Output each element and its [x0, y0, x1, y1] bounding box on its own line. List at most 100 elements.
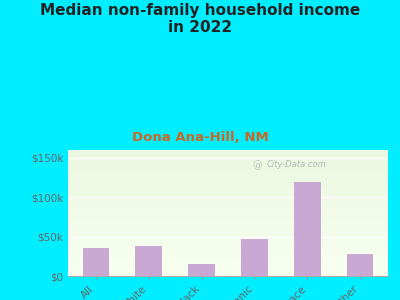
Bar: [68, 213, 388, 214]
Bar: [68, 248, 388, 250]
Bar: [68, 233, 388, 234]
Bar: [68, 234, 388, 236]
Bar: [68, 255, 388, 256]
Bar: [68, 224, 388, 226]
Bar: [68, 220, 388, 222]
Bar: [68, 212, 388, 213]
Bar: [68, 253, 388, 255]
Bar: [68, 193, 388, 194]
Text: Dona Ana-Hill, NM: Dona Ana-Hill, NM: [132, 130, 268, 143]
Bar: [68, 163, 388, 164]
Bar: [68, 200, 388, 202]
Bar: [68, 199, 388, 200]
Bar: [68, 243, 388, 244]
Bar: [68, 165, 388, 166]
Bar: [68, 237, 388, 238]
Bar: [68, 241, 388, 242]
Bar: [68, 260, 388, 261]
Bar: [68, 208, 388, 209]
Bar: [68, 189, 388, 190]
Bar: [68, 174, 388, 175]
Bar: [68, 159, 388, 160]
Bar: [68, 244, 388, 246]
Bar: [68, 180, 388, 181]
Bar: [68, 228, 388, 230]
Bar: [68, 226, 388, 227]
Bar: [68, 195, 388, 196]
Bar: [68, 209, 388, 211]
Bar: [68, 187, 388, 188]
Text: @: @: [252, 160, 262, 170]
Bar: [68, 170, 388, 171]
Bar: [68, 227, 388, 228]
Bar: [68, 263, 388, 265]
Bar: [82, 248, 109, 276]
Bar: [68, 222, 388, 223]
Bar: [68, 247, 388, 248]
Bar: [68, 251, 388, 252]
Bar: [136, 246, 162, 276]
Bar: [68, 196, 388, 198]
Text: Median non-family household income
in 2022: Median non-family household income in 20…: [40, 3, 360, 35]
Bar: [68, 231, 388, 232]
Bar: [68, 152, 388, 154]
Text: City-Data.com: City-Data.com: [266, 160, 326, 169]
Bar: [68, 176, 388, 178]
Bar: [68, 169, 388, 170]
Bar: [68, 252, 388, 253]
Bar: [68, 206, 388, 207]
Bar: [68, 198, 388, 199]
Bar: [68, 215, 388, 217]
Bar: [294, 182, 320, 276]
Bar: [68, 188, 388, 189]
Bar: [68, 274, 388, 275]
Bar: [68, 214, 388, 215]
Bar: [68, 207, 388, 208]
Bar: [68, 179, 388, 180]
Bar: [68, 258, 388, 260]
Bar: [68, 261, 388, 262]
Bar: [68, 171, 388, 173]
Bar: [68, 223, 388, 224]
Bar: [68, 185, 388, 187]
Bar: [68, 271, 388, 272]
Bar: [68, 257, 388, 258]
Bar: [68, 202, 388, 203]
Bar: [68, 178, 388, 179]
Bar: [68, 219, 388, 220]
Bar: [68, 268, 388, 270]
Bar: [68, 154, 388, 155]
Bar: [68, 265, 388, 266]
Bar: [68, 250, 388, 251]
Bar: [241, 239, 268, 276]
Bar: [68, 194, 388, 195]
Bar: [68, 203, 388, 204]
Bar: [68, 238, 388, 239]
Bar: [68, 155, 388, 156]
Bar: [68, 175, 388, 176]
Bar: [68, 217, 388, 218]
Bar: [68, 262, 388, 263]
Bar: [68, 160, 388, 161]
Bar: [68, 275, 388, 276]
Bar: [68, 239, 388, 241]
Bar: [68, 192, 388, 193]
Bar: [68, 211, 388, 212]
Bar: [68, 161, 388, 163]
Bar: [68, 272, 388, 274]
Bar: [68, 151, 388, 152]
Bar: [68, 150, 388, 151]
Bar: [68, 270, 388, 271]
Bar: [68, 242, 388, 243]
Bar: [68, 182, 388, 183]
Bar: [68, 267, 388, 268]
Bar: [68, 158, 388, 159]
Bar: [68, 236, 388, 237]
Bar: [68, 266, 388, 267]
Bar: [68, 218, 388, 219]
Bar: [68, 232, 388, 233]
Bar: [68, 164, 388, 165]
Bar: [68, 190, 388, 192]
Bar: [68, 246, 388, 247]
Bar: [68, 167, 388, 168]
